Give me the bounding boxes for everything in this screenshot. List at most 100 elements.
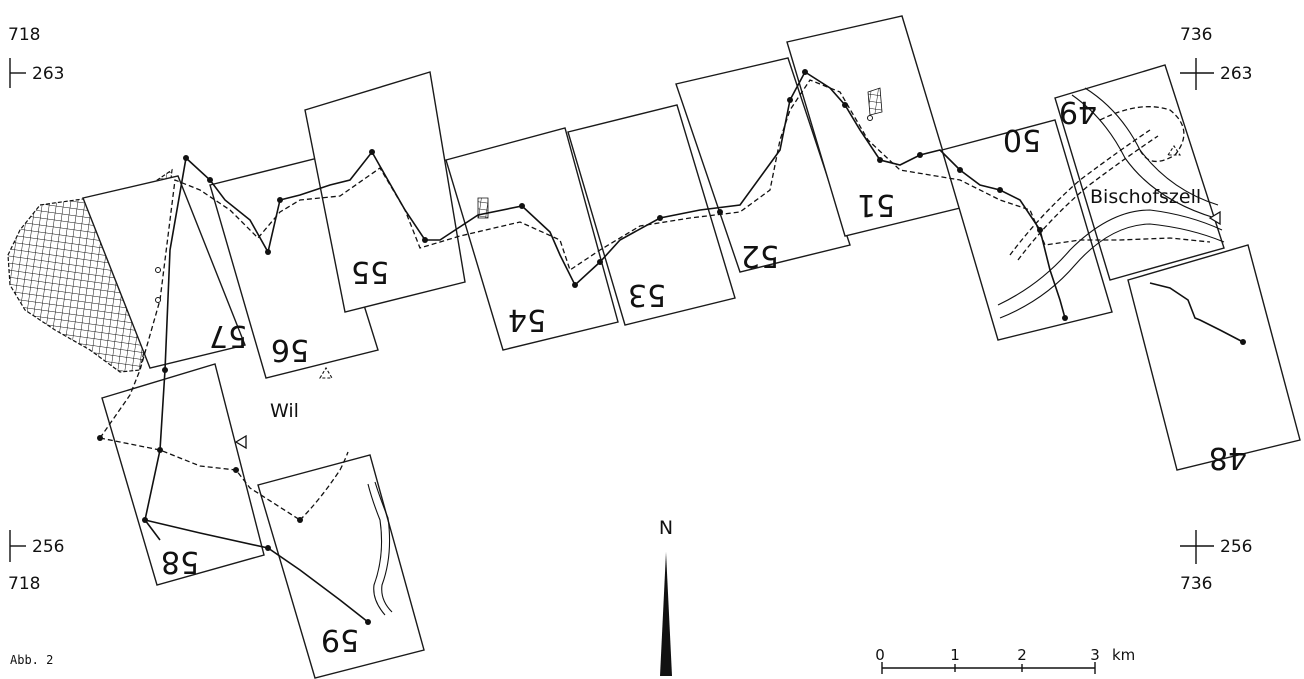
route-point — [365, 619, 371, 625]
trig-point-bischofszell — [1208, 210, 1221, 226]
sheet-48 — [1127, 244, 1301, 471]
hatched-patch-51 — [867, 87, 883, 116]
coord-top-right: 736 263 — [1180, 25, 1252, 90]
route-point-open — [867, 115, 873, 121]
trig-point-56 — [319, 366, 333, 379]
river-sitter-a — [1084, 87, 1219, 206]
coord-east-label: 736 — [1180, 574, 1212, 594]
route-point — [917, 152, 923, 158]
place-label-wil: Wil — [270, 400, 299, 422]
coord-north-label: 256 — [32, 537, 64, 557]
scale-tick-label: 3 — [1090, 646, 1100, 664]
route-point — [572, 282, 578, 288]
scale-unit-label: km — [1112, 646, 1135, 664]
sheet-54 — [445, 127, 619, 351]
route-point — [207, 177, 213, 183]
route-point — [519, 203, 525, 209]
route-point — [157, 447, 163, 453]
route-point — [265, 249, 271, 255]
sheet-label: 53 — [628, 277, 666, 312]
coord-top-left: 718 263 — [8, 25, 64, 88]
sheet-56 — [209, 157, 379, 379]
sheet-58 — [101, 363, 265, 586]
river-59-b — [374, 481, 393, 613]
route-point — [657, 215, 663, 221]
sheet-label: 51 — [857, 187, 895, 222]
route-point — [297, 517, 303, 523]
route-point-open — [155, 267, 161, 273]
trig-point-49 — [1166, 145, 1182, 156]
route-point — [1240, 339, 1246, 345]
north-arrow: N — [659, 517, 673, 676]
sheet-label: 50 — [1003, 122, 1041, 157]
route-point — [265, 545, 271, 551]
sheet-55 — [304, 71, 466, 313]
coord-east-label: 718 — [8, 574, 40, 594]
place-label-bischofszell: Bischofszell — [1090, 186, 1201, 208]
sheet-layer — [82, 15, 1301, 679]
road-50-a — [1009, 129, 1151, 256]
route-point-open — [155, 297, 161, 303]
route-point — [802, 69, 808, 75]
scale-tick-label: 2 — [1017, 646, 1027, 664]
sheet-53 — [567, 104, 736, 326]
coord-north-label: 256 — [1220, 537, 1252, 557]
sheet-label: 54 — [508, 302, 546, 337]
sheet-label: 56 — [271, 332, 309, 367]
sheet-59 — [257, 454, 425, 679]
coord-north-label: 263 — [32, 64, 64, 84]
route-point — [162, 367, 168, 373]
route-point — [787, 97, 793, 103]
route-point — [183, 155, 189, 161]
road-50-b — [1017, 135, 1159, 261]
sheet-label: 49 — [1059, 94, 1097, 129]
coord-bottom-left: 256 718 — [8, 530, 64, 594]
sheet-label: 59 — [321, 622, 359, 657]
road-49-loop — [1099, 106, 1185, 162]
route-point — [842, 102, 848, 108]
route-dashed-58 — [99, 437, 301, 521]
route-point — [957, 167, 963, 173]
coord-east-label: 736 — [1180, 25, 1212, 45]
route-point — [877, 157, 883, 163]
north-label: N — [659, 517, 673, 539]
route-point — [142, 517, 148, 523]
route-point — [369, 149, 375, 155]
route-point — [717, 209, 723, 215]
river-layer — [299, 87, 1225, 616]
sheet-label: 52 — [741, 238, 779, 273]
scale-tick-label: 0 — [875, 646, 885, 664]
scale-tick-label: 1 — [950, 646, 960, 664]
route-point — [1037, 227, 1043, 233]
river-thur-a — [997, 209, 1223, 306]
route-point — [1062, 315, 1068, 321]
route-point — [233, 467, 239, 473]
route-point — [277, 197, 283, 203]
coord-east-label: 718 — [8, 25, 40, 45]
sheet-label: 57 — [209, 318, 247, 353]
route-point — [997, 187, 1003, 193]
river-59-a — [367, 483, 386, 616]
sheet-label: 58 — [161, 544, 199, 579]
trig-point-wil — [234, 434, 247, 450]
hatched-patch-54 — [477, 197, 489, 219]
sheet-50 — [941, 119, 1113, 341]
north-arrow-icon — [660, 552, 672, 676]
coord-north-label: 263 — [1220, 64, 1252, 84]
route-point — [597, 259, 603, 265]
sheet-label: 48 — [1209, 440, 1247, 475]
route-point — [97, 435, 103, 441]
coord-bottom-right: 256 736 — [1180, 530, 1252, 594]
scale-bar: 0 1 2 3 km — [875, 646, 1135, 674]
route-solid-58 — [144, 519, 369, 623]
route-point — [422, 237, 428, 243]
point-layer — [97, 69, 1246, 625]
sheet-49 — [1054, 64, 1225, 281]
river-thur-b — [999, 223, 1225, 319]
road-59 — [299, 451, 349, 521]
route-dashed-main — [99, 79, 1211, 439]
sheet-label: 55 — [351, 254, 389, 289]
figure-label: Abb. 2 — [10, 653, 53, 667]
route-solid-48 — [1149, 282, 1244, 343]
